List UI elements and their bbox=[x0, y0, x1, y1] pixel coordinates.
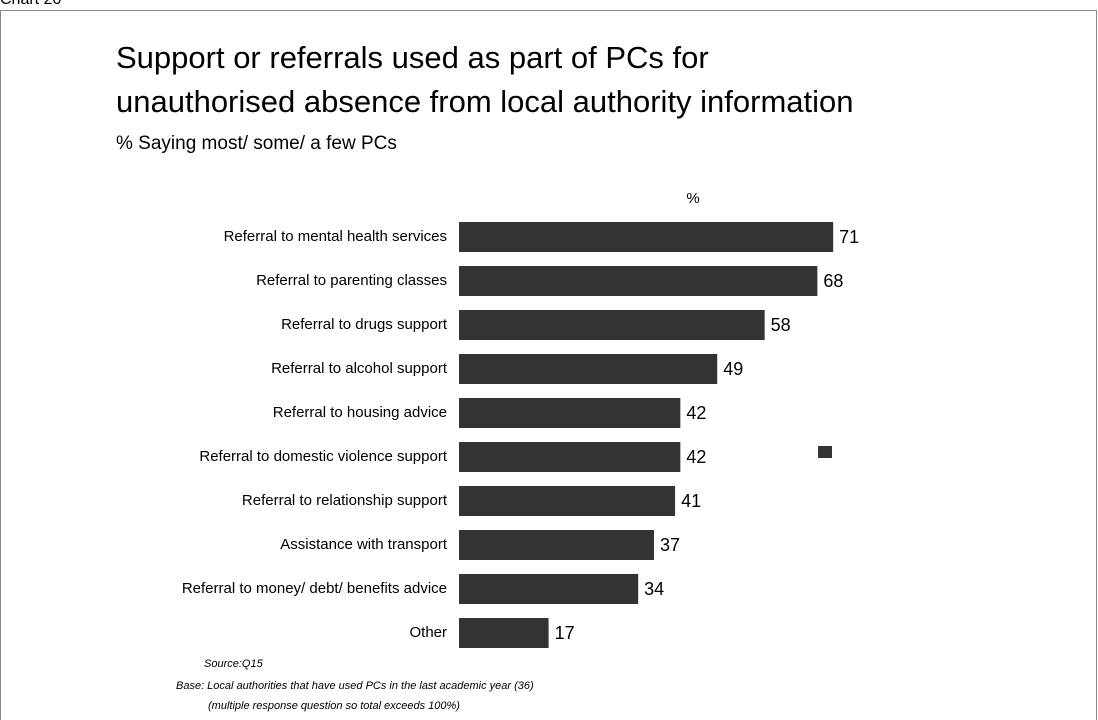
chart-title: unauthorised absence from local authorit… bbox=[116, 84, 854, 119]
bar bbox=[459, 530, 654, 560]
value-label: 42 bbox=[686, 447, 706, 467]
category-label: Assistance with transport bbox=[280, 536, 448, 553]
value-label: 71 bbox=[839, 227, 859, 247]
note: Source:Q15 bbox=[204, 658, 264, 670]
bar bbox=[459, 398, 681, 428]
value-label: 58 bbox=[771, 315, 791, 335]
value-label: 42 bbox=[686, 403, 706, 423]
category-label: Referral to money/ debt/ benefits advice bbox=[182, 580, 447, 597]
bar bbox=[459, 222, 834, 252]
value-label: 41 bbox=[681, 491, 701, 511]
bar bbox=[459, 310, 765, 340]
note: (multiple response question so total exc… bbox=[208, 700, 460, 712]
category-label: Referral to parenting classes bbox=[256, 272, 447, 289]
category-label: Other bbox=[409, 624, 447, 641]
note: Base: Local authorities that have used P… bbox=[176, 680, 534, 692]
value-label: 17 bbox=[555, 623, 575, 643]
bar bbox=[459, 354, 718, 384]
category-label: Referral to drugs support bbox=[281, 316, 448, 333]
bar bbox=[459, 574, 639, 604]
axis-label: % bbox=[686, 190, 699, 207]
chart-subtitle: % Saying most/ some/ a few PCs bbox=[116, 133, 397, 154]
bar bbox=[459, 442, 681, 472]
chart-title: Support or referrals used as part of PCs… bbox=[116, 40, 709, 75]
category-label: Referral to housing advice bbox=[273, 404, 447, 421]
frame bbox=[0, 10, 1097, 720]
category-label: Referral to relationship support bbox=[242, 492, 448, 509]
bar bbox=[459, 618, 549, 648]
value-label: 37 bbox=[660, 535, 680, 555]
chart-label: Chart 20 bbox=[0, 0, 61, 8]
bar bbox=[459, 486, 676, 516]
bar bbox=[459, 266, 818, 296]
value-label: 49 bbox=[723, 359, 743, 379]
value-label: 34 bbox=[644, 579, 664, 599]
category-label: Referral to mental health services bbox=[224, 228, 447, 245]
category-label: Referral to alcohol support bbox=[271, 360, 448, 377]
value-label: 68 bbox=[823, 271, 843, 291]
category-label: Referral to domestic violence support bbox=[199, 448, 447, 465]
legend-marker bbox=[818, 446, 832, 458]
